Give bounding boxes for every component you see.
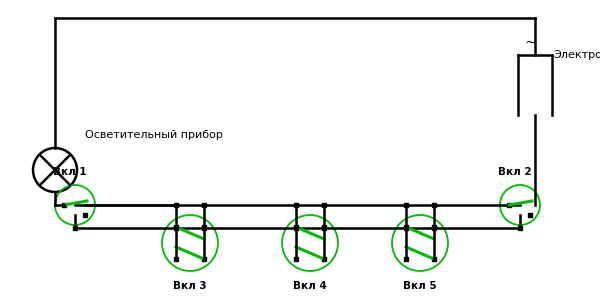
Text: Вкл 1: Вкл 1 <box>53 167 87 177</box>
Text: Осветительный прибор: Осветительный прибор <box>85 130 223 140</box>
Text: Вкл 3: Вкл 3 <box>173 281 207 291</box>
Text: Вкл 2: Вкл 2 <box>498 167 532 177</box>
Text: Вкл 4: Вкл 4 <box>293 281 327 291</box>
Text: Электросеть: Электросеть <box>553 50 600 60</box>
Text: ~: ~ <box>525 36 536 50</box>
Text: Вкл 5: Вкл 5 <box>403 281 437 291</box>
